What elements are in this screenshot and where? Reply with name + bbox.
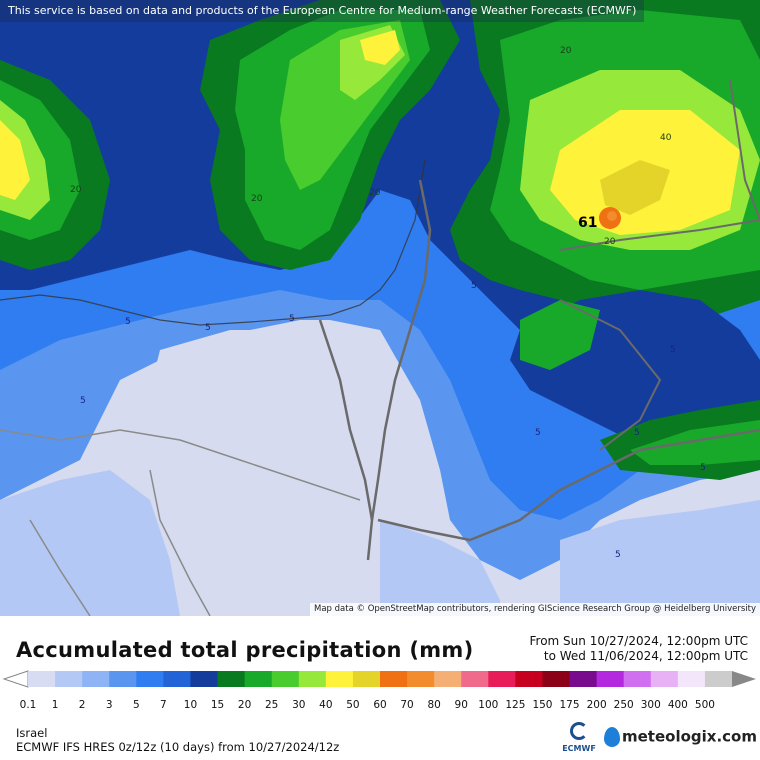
contour-label: 5 [289,314,295,324]
contour-label: 40 [660,133,672,143]
legend-tick-label: 90 [455,699,468,711]
legend-swatch [28,671,56,687]
legend-tick-label: 250 [614,699,634,711]
legend-tick-label: 2 [79,699,86,711]
region-name: Israel [16,726,48,740]
contour-label: 20 [604,237,616,247]
legend-swatch [488,671,516,687]
legend-tick-label: 3 [106,699,113,711]
legend-tick-label: 20 [238,699,251,711]
legend-tick-label: 400 [668,699,688,711]
contour-label: 20 [369,188,381,198]
legend-swatch [271,671,300,687]
range-from: From Sun 10/27/2024, 12:00pm UTC [529,634,748,648]
legend-swatch [298,671,327,687]
contour-label: 20 [251,194,263,204]
legend-swatch [109,671,137,687]
contour-label: 5 [205,323,211,333]
ecmwf-logo-text: ECMWF [562,744,596,753]
legend-swatch [677,671,706,687]
contour-labels: 20 20 20 20 40 20 5 5 5 5 5 5 5 5 5 5 61 [70,46,706,560]
time-range: From Sun 10/27/2024, 12:00pm UTC to Wed … [530,634,748,664]
legend-swatch [163,671,191,687]
legend-arrow-left [2,670,29,688]
max-value-label: 61 [578,215,597,231]
legend-tick-label: 7 [160,699,167,711]
ecmwf-notice: This service is based on data and produc… [0,0,645,22]
legend-tick-label: 60 [373,699,386,711]
legend-tick-label: 30 [292,699,305,711]
legend-swatch [515,671,543,687]
legend-swatch [190,671,219,687]
map-attribution[interactable]: Map data © OpenStreetMap contributors, r… [310,603,760,616]
precipitation-field [0,0,760,616]
contour-label: 5 [700,463,706,473]
legend-tick-label: 150 [532,699,552,711]
legend-swatch [569,671,598,687]
legend-swatch [325,671,354,687]
legend-tick-label: 10 [184,699,197,711]
legend-swatch [82,671,110,687]
legend-tick-label: 125 [505,699,525,711]
brand-name: meteologix.com [622,727,757,746]
legend-swatch [136,671,164,687]
color-legend: 0.1 1 2 3 5 7 10 15 20 25 30 40 50 60 70 80 90 100 125 150 1… [2,670,756,711]
contour-label: 5 [535,428,541,438]
precipitation-map[interactable]: 20 20 20 20 40 20 5 5 5 5 5 5 5 5 5 5 61… [0,0,760,616]
legend-swatch [55,671,83,687]
contour-label: 20 [560,46,572,56]
legend-tick-label: 5 [133,699,140,711]
legend-tick-label: 40 [319,699,332,711]
legend-tick-label: 200 [587,699,607,711]
legend-swatch [352,671,381,687]
range-to: to Wed 11/06/2024, 12:00pm UTC [543,649,748,663]
legend-tick-label: 175 [560,699,580,711]
legend-footer: Accumulated total precipitation (mm) Fro… [0,616,760,760]
contour-label: 20 [70,185,82,195]
meteologix-drop-icon [604,726,620,747]
legend-tick-label: 25 [265,699,278,711]
legend-tick-label: 50 [346,699,359,711]
legend-arrow-right [732,671,756,687]
legend-tick-label: 15 [211,699,224,711]
legend-swatch [650,671,679,687]
legend-swatch [217,671,246,687]
legend-tick-label: 300 [641,699,661,711]
legend-swatch [596,671,625,687]
legend-swatch [542,671,571,687]
legend-tick-label: 100 [478,699,498,711]
legend-tick-label: 0.1 [20,699,37,711]
contour-label: 5 [634,428,640,438]
legend-tick-label: 80 [427,699,440,711]
legend-bar [2,670,756,688]
legend-swatch [704,671,733,687]
ecmwf-logo[interactable]: ECMWF [558,722,600,758]
legend-swatch [407,671,435,687]
legend-swatch [461,671,489,687]
contour-label: 5 [670,345,676,355]
legend-swatch [244,671,273,687]
legend-tick-label: 70 [400,699,413,711]
contour-label: 5 [471,281,477,291]
chart-title: Accumulated total precipitation (mm) [16,638,474,662]
contour-label: 5 [125,317,131,327]
legend-swatch [380,671,408,687]
model-info: ECMWF IFS HRES 0z/12z (10 days) from 10/… [16,740,340,754]
contour-label: 5 [80,396,86,406]
legend-swatch [623,671,652,687]
meteologix-logo[interactable]: meteologix.com [604,726,757,750]
legend-tick-label: 500 [695,699,715,711]
legend-swatch [434,671,462,687]
legend-tick-label: 1 [52,699,59,711]
legend-ticks: 0.1 1 2 3 5 7 10 15 20 25 30 40 50 60 70 80 90 100 125 150 1… [20,699,715,711]
ecmwf-logo-icon [570,722,588,740]
contour-label: 5 [615,550,621,560]
